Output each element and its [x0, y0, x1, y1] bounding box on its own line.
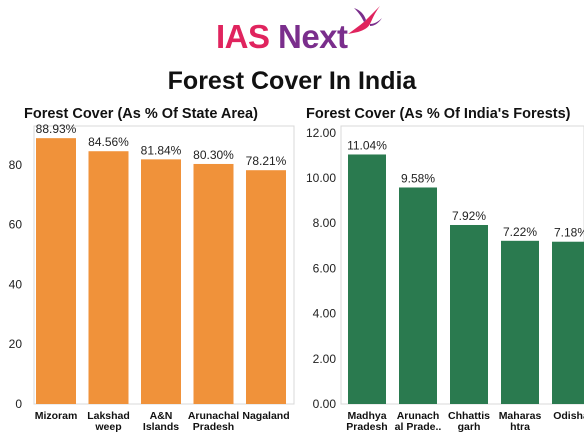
bar-state-area — [246, 170, 286, 404]
data-label-state-area: 88.93% — [36, 122, 77, 136]
y-tick-label-state-area: 20 — [9, 337, 23, 351]
x-tick-label-state-area: Arunachal — [188, 410, 239, 422]
x-tick-label-india-forests: Pradesh — [346, 421, 387, 433]
x-tick-label-india-forests: al Prade.. — [395, 421, 442, 433]
ias-next-logo: IAS Next — [216, 6, 396, 58]
data-label-state-area: 80.30% — [193, 148, 234, 162]
y-tick-label-india-forests: 8.00 — [313, 216, 337, 230]
data-label-india-forests: 9.58% — [401, 171, 435, 185]
bar-india-forests — [552, 241, 584, 404]
x-tick-label-india-forests: Arunach — [397, 410, 440, 422]
data-label-india-forests: 7.18% — [554, 226, 584, 240]
x-tick-label-state-area: Mizoram — [35, 410, 78, 422]
y-tick-label-state-area: 60 — [9, 218, 23, 232]
hummingbird-icon — [348, 6, 382, 34]
x-tick-label-state-area: A&N — [150, 410, 173, 422]
data-label-india-forests: 7.92% — [452, 209, 486, 223]
bar-state-area — [36, 138, 76, 404]
x-tick-label-india-forests: Odisha — [553, 410, 584, 422]
y-tick-label-state-area: 0 — [15, 397, 22, 411]
bar-india-forests — [348, 154, 386, 404]
chart-title-state-area: Forest Cover (As % Of State Area) — [24, 106, 258, 122]
logo-text-next: Next — [278, 18, 348, 55]
data-label-india-forests: 11.04% — [347, 138, 387, 152]
y-tick-label-state-area: 40 — [9, 277, 23, 291]
x-tick-label-state-area: Nagaland — [242, 410, 289, 422]
x-tick-label-state-area: Lakshad — [87, 410, 130, 422]
x-tick-label-india-forests: Chhattis — [448, 410, 490, 422]
bar-india-forests — [399, 187, 437, 404]
bar-state-area — [88, 151, 129, 404]
x-tick-label-state-area: weep — [94, 421, 121, 433]
x-tick-label-india-forests: htra — [510, 421, 530, 433]
page-title: Forest Cover In India — [167, 67, 417, 95]
data-label-state-area: 84.56% — [88, 135, 129, 149]
bar-india-forests — [450, 224, 488, 404]
data-label-state-area: 78.21% — [246, 154, 287, 168]
x-tick-label-state-area: Islands — [143, 421, 179, 433]
x-tick-label-state-area: Pradesh — [193, 421, 234, 433]
logo-text-ias: IAS — [216, 18, 270, 55]
x-tick-label-india-forests: garh — [458, 421, 481, 433]
chart-title-india-forests: Forest Cover (As % Of India's Forests) — [306, 106, 571, 122]
y-tick-label-state-area: 80 — [9, 158, 23, 172]
y-tick-label-india-forests: 2.00 — [313, 352, 337, 366]
data-label-india-forests: 7.22% — [503, 225, 537, 239]
data-label-state-area: 81.84% — [141, 143, 182, 157]
y-tick-label-india-forests: 6.00 — [313, 261, 337, 275]
y-tick-label-india-forests: 12.00 — [306, 126, 336, 140]
y-tick-label-india-forests: 4.00 — [313, 307, 337, 321]
bar-state-area — [193, 163, 234, 404]
x-tick-label-india-forests: Madhya — [347, 410, 386, 422]
bar-india-forests — [501, 240, 539, 404]
bar-state-area — [141, 159, 181, 404]
y-tick-label-india-forests: 0.00 — [313, 397, 337, 411]
y-tick-label-india-forests: 10.00 — [306, 171, 336, 185]
x-tick-label-india-forests: Maharas — [499, 410, 542, 422]
